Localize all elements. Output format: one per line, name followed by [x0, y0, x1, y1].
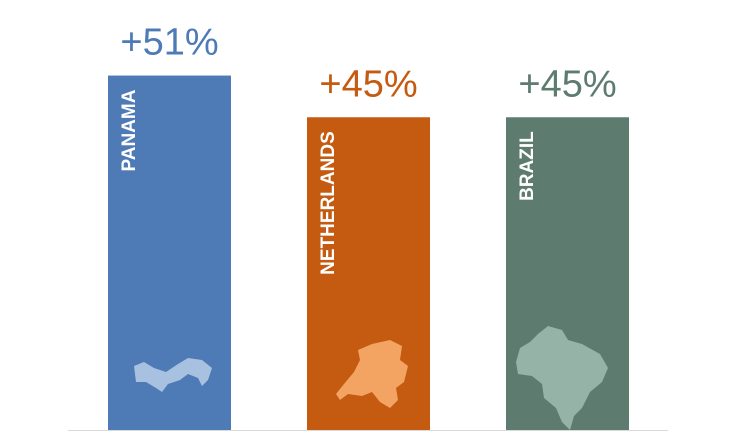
brazil-map — [516, 326, 608, 430]
maps — [134, 326, 608, 430]
value-label: +51% — [120, 22, 218, 64]
category-label: PANAMA — [119, 89, 140, 171]
value-label: +45% — [518, 63, 616, 105]
netherlands-map — [336, 340, 408, 408]
category-label: BRAZIL — [517, 131, 538, 201]
value-label: +45% — [319, 63, 417, 105]
panama-map — [134, 358, 212, 392]
category-label: NETHERLANDS — [318, 131, 339, 275]
